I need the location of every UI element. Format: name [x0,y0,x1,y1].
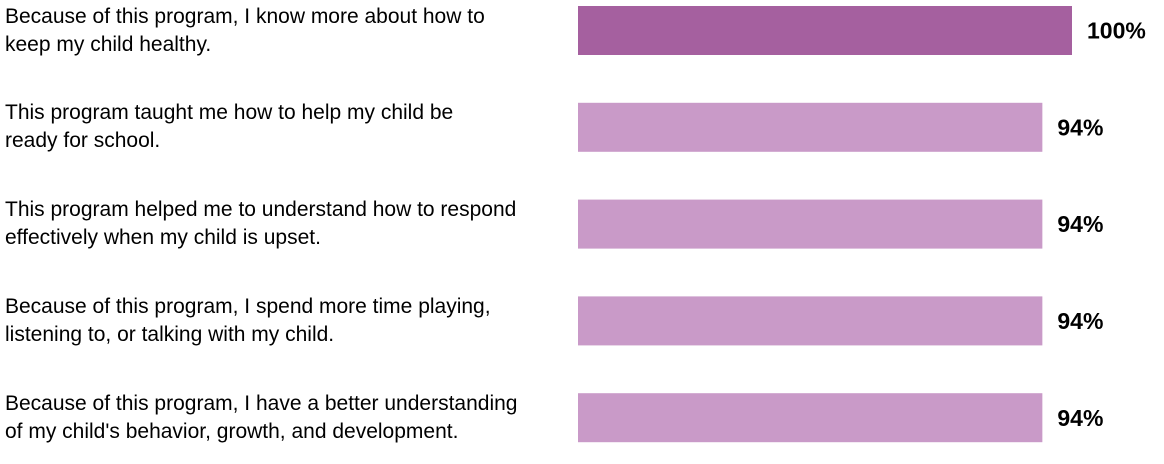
category-label: Because of this program, I have a better… [5,391,518,443]
category-label: This program helped me to understand how… [5,198,517,250]
category-label: This program taught me how to help my ch… [5,101,454,153]
category-label: Because of this program, I know more abo… [5,4,485,56]
value-label: 94% [1057,114,1103,140]
value-label: 94% [1057,405,1103,431]
value-label: 94% [1057,211,1103,237]
bar [578,6,1072,55]
bar [578,102,1043,152]
category-label: Because of this program, I spend more ti… [5,294,491,346]
value-label: 100% [1087,18,1146,44]
value-label: 94% [1057,308,1103,334]
bar [578,296,1043,346]
bar [578,393,1043,443]
bar [578,199,1043,249]
